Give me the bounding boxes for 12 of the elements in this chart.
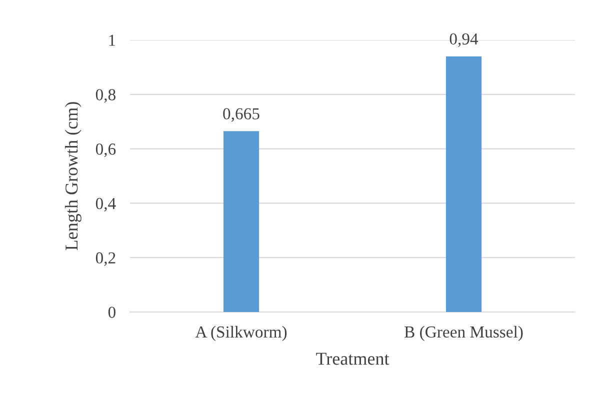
y-axis-title: Length Growth (cm) xyxy=(64,102,82,250)
y-tick-label: 1 xyxy=(109,34,116,46)
y-tick-label: 0,8 xyxy=(96,89,116,103)
y-tick-label: 0,4 xyxy=(96,198,116,212)
x-tick-label: B (Green Mussel) xyxy=(404,326,523,342)
y-tick-label: 0 xyxy=(108,306,116,318)
data-label: 0,94 xyxy=(450,33,478,47)
data-label: 0,665 xyxy=(223,108,260,122)
y-tick-label: 0,6 xyxy=(96,144,116,158)
x-axis-title: Treatment xyxy=(316,352,390,365)
x-tick-label: A (Silkworm) xyxy=(195,326,287,342)
y-tick-label: 0,2 xyxy=(96,252,116,266)
